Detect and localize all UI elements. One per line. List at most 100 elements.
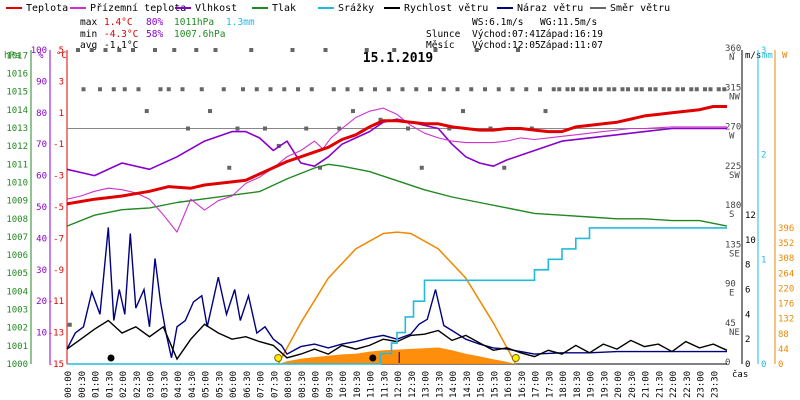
tick-label-time: 08:00	[284, 371, 294, 398]
stat-value: Východ:07:41	[472, 29, 541, 40]
wind-direction-point	[414, 87, 419, 92]
wind-direction-point	[565, 87, 570, 92]
series-wind-gust	[66, 227, 727, 358]
tick-label-ms: 4	[745, 310, 750, 320]
tick-label-pct: 100	[31, 46, 47, 56]
tick-label-deg: 315	[725, 83, 741, 93]
stat-label: Měsíc	[426, 40, 455, 51]
tick-label-time: 19:30	[600, 371, 610, 398]
wind-direction-point	[153, 48, 157, 52]
tick-label-ms: 2	[745, 335, 750, 345]
wind-direction-point	[249, 48, 254, 52]
wind-direction-point	[469, 87, 474, 92]
tick-label-ms: 6	[745, 286, 750, 296]
wind-direction-point	[474, 48, 479, 52]
stats-panel: max 1.4°C 80% 1011hPa 1.3mm min -4.3°C 58% 1007.…	[80, 17, 603, 51]
tick-label-deg: 360	[725, 44, 741, 54]
wind-direction-point	[441, 87, 446, 92]
wind-direction-point	[392, 48, 397, 52]
tick-label-temp: 3	[59, 77, 64, 87]
wind-direction-point	[455, 87, 460, 92]
series-temperature	[66, 105, 727, 206]
stat-value: -4.3°C	[104, 29, 138, 40]
tick-label-ms: 0	[745, 360, 750, 370]
stat-label: min	[80, 29, 97, 40]
wind-direction-point	[639, 87, 644, 92]
wind-direction-point	[428, 87, 432, 92]
tick-label-pct: 30	[36, 266, 47, 276]
tick-label-time: 03:00	[147, 371, 157, 398]
wind-direction-point	[323, 48, 328, 52]
wind-direction-point	[337, 126, 342, 131]
tick-label-time: 02:30	[133, 371, 143, 398]
series-ground-temp	[66, 107, 727, 233]
wind-direction-point	[681, 87, 685, 92]
tick-label-deg: 180	[725, 201, 741, 211]
tick-label-temp: -15	[48, 360, 64, 370]
tick-label-w: 0	[778, 360, 783, 370]
tick-label-hpa: 1009	[6, 197, 28, 207]
wind-direction-point	[571, 87, 575, 92]
tick-label-time: 04:30	[188, 371, 198, 398]
sunset-marker	[511, 354, 520, 362]
wind-direction-point	[543, 109, 548, 114]
tick-label-time: 07:00	[257, 371, 267, 398]
legend-label: Teplota	[26, 3, 68, 14]
wind-direction-point	[194, 48, 199, 52]
right-axes: ° m/s mm W360N315NW270W225SW180S135SE90E45N…	[725, 44, 794, 370]
tick-label-time: 09:00	[312, 371, 322, 398]
wind-direction-point	[716, 87, 721, 92]
tick-label-w: 44	[778, 345, 789, 355]
wind-direction-point	[213, 48, 218, 52]
tick-label-temp: -11	[48, 297, 64, 307]
legend-label: Rychlost větru	[404, 2, 488, 14]
tick-label-time: 01:00	[92, 371, 102, 398]
series-humidity	[66, 118, 727, 177]
tick-label-hpa: 1010	[6, 178, 28, 188]
stat-value: -1.1°C	[104, 40, 138, 51]
stat-value: Východ:12:05	[472, 40, 541, 51]
tick-label-hpa: 1003	[6, 306, 28, 316]
wind-direction-point	[620, 87, 625, 92]
wind-direction-point	[593, 87, 597, 92]
tick-label-time: 16:30	[518, 371, 528, 398]
wind-direction-point	[345, 87, 350, 92]
wind-direction-point	[722, 87, 727, 92]
wind-direction-point	[634, 87, 639, 92]
tick-label-time: 15:30	[490, 371, 500, 398]
tick-label-hpa: 1012	[6, 142, 28, 152]
tick-label-w: 176	[778, 300, 794, 310]
tick-label-w: 132	[778, 315, 794, 325]
wind-direction-point	[433, 48, 438, 52]
tick-label-time: 09:30	[325, 371, 335, 398]
tick-label-time: 19:00	[587, 371, 597, 398]
wind-direction-point	[199, 87, 204, 92]
tick-label-time: 17:00	[532, 371, 542, 398]
tick-label-pct: 50	[36, 203, 47, 213]
tick-label-hpa: 1007	[6, 233, 28, 243]
tick-label-w: 396	[778, 224, 794, 234]
wind-direction-point	[268, 87, 273, 92]
tick-label-temp: -5	[53, 203, 64, 213]
tick-label-time: 10:30	[353, 371, 363, 398]
wind-direction-point	[689, 87, 694, 92]
tick-label-w: 264	[778, 269, 794, 279]
axis-unit-ms: m/s	[745, 51, 761, 61]
wind-direction-point	[103, 48, 108, 52]
series-light-area	[278, 347, 516, 364]
stat-value: WS:6.1m/s	[472, 17, 523, 28]
tick-label-time: 00:30	[78, 371, 88, 398]
axis-unit-deg: °	[731, 51, 736, 61]
tick-label-time: 16:00	[504, 371, 514, 398]
wind-direction-point	[626, 87, 630, 92]
tick-label-time: 10:00	[339, 371, 349, 398]
tick-label-pct: 90	[36, 77, 47, 87]
stat-label: Slunce	[426, 29, 461, 40]
tick-label-time: 18:30	[573, 371, 583, 398]
tick-label-time: 01:30	[105, 371, 115, 398]
tick-label-hpa: 1006	[6, 251, 28, 261]
wind-direction-point	[524, 87, 529, 92]
wind-direction-point	[76, 48, 80, 52]
tick-label-time: 22:30	[683, 371, 693, 398]
